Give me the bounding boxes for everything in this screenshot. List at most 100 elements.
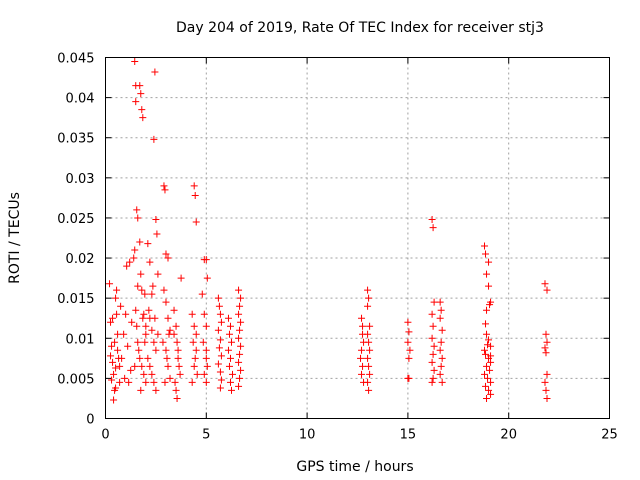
data-point bbox=[144, 354, 152, 362]
data-point bbox=[436, 298, 444, 306]
y-tick-label: 0.04 bbox=[66, 92, 95, 107]
chart-title: Day 204 of 2019, Rate Of TEC Index for r… bbox=[176, 20, 544, 36]
data-point bbox=[487, 358, 495, 366]
data-point bbox=[193, 370, 201, 378]
data-point bbox=[202, 346, 210, 354]
data-point bbox=[486, 366, 494, 374]
data-point bbox=[170, 306, 178, 314]
data-point bbox=[152, 216, 160, 224]
data-point bbox=[228, 338, 235, 346]
data-point bbox=[429, 350, 437, 358]
data-point bbox=[481, 242, 489, 250]
data-point bbox=[137, 270, 145, 278]
data-point bbox=[228, 386, 235, 394]
data-point bbox=[151, 68, 159, 76]
data-point bbox=[236, 326, 244, 334]
data-point bbox=[224, 346, 232, 354]
data-point bbox=[225, 330, 233, 338]
data-point bbox=[483, 362, 491, 370]
data-point bbox=[141, 338, 149, 346]
data-point bbox=[364, 330, 372, 338]
data-point bbox=[111, 338, 119, 346]
data-point bbox=[543, 394, 551, 402]
data-point bbox=[153, 230, 161, 238]
data-point bbox=[174, 346, 182, 354]
grid-lines bbox=[105, 57, 610, 419]
data-point bbox=[125, 378, 133, 386]
data-point bbox=[150, 135, 158, 143]
data-point bbox=[229, 370, 237, 378]
data-point bbox=[358, 346, 366, 354]
data-point bbox=[123, 262, 131, 270]
data-point bbox=[172, 386, 180, 394]
data-point bbox=[483, 270, 491, 278]
data-point bbox=[543, 286, 551, 294]
data-point bbox=[135, 346, 143, 354]
data-point bbox=[217, 318, 225, 326]
data-point bbox=[487, 342, 495, 350]
data-point bbox=[202, 354, 210, 362]
data-point bbox=[436, 370, 444, 378]
data-point bbox=[428, 378, 436, 386]
data-point bbox=[215, 344, 223, 352]
data-point bbox=[136, 82, 144, 90]
data-point bbox=[116, 362, 124, 370]
data-point bbox=[429, 374, 437, 382]
data-point bbox=[144, 240, 152, 248]
data-point bbox=[438, 378, 446, 386]
data-point bbox=[190, 182, 198, 190]
data-point bbox=[483, 394, 491, 402]
data-point bbox=[146, 362, 154, 370]
data-point bbox=[151, 314, 159, 322]
data-point bbox=[406, 346, 414, 354]
x-axis-label: GPS time / hours bbox=[296, 459, 413, 475]
data-point bbox=[366, 370, 374, 378]
data-point bbox=[236, 302, 244, 310]
data-point bbox=[164, 362, 172, 370]
data-point bbox=[154, 270, 162, 278]
data-point bbox=[140, 370, 148, 378]
y-axis-tick-labels: 0 0.005 0.01 0.015 0.02 0.025 0.03 0.035 0.04 0.0… bbox=[57, 52, 94, 428]
data-point bbox=[428, 216, 436, 224]
y-tick-label: 0.03 bbox=[66, 172, 95, 187]
data-point bbox=[484, 374, 492, 382]
data-point bbox=[236, 350, 244, 358]
x-tick-label: 5 bbox=[202, 428, 210, 443]
data-point bbox=[226, 378, 234, 386]
data-point bbox=[428, 310, 436, 318]
data-point bbox=[484, 341, 492, 349]
data-point bbox=[108, 376, 116, 384]
data-point bbox=[542, 349, 550, 357]
data-point bbox=[487, 378, 495, 386]
data-point bbox=[131, 362, 139, 370]
data-point bbox=[162, 346, 170, 354]
data-point bbox=[170, 330, 178, 338]
data-point bbox=[541, 378, 549, 386]
data-point bbox=[171, 378, 179, 386]
data-point bbox=[216, 368, 224, 376]
data-point bbox=[366, 322, 374, 330]
data-point bbox=[133, 322, 141, 330]
data-point bbox=[114, 346, 122, 354]
data-point bbox=[191, 191, 199, 199]
data-point bbox=[430, 298, 438, 306]
data-point bbox=[358, 314, 366, 322]
data-point bbox=[542, 330, 550, 338]
data-point bbox=[200, 370, 208, 378]
data-point bbox=[112, 384, 120, 392]
data-point bbox=[203, 362, 211, 370]
data-point bbox=[109, 314, 117, 322]
data-point bbox=[541, 344, 549, 352]
data-point bbox=[237, 294, 245, 302]
data-point bbox=[235, 310, 243, 318]
data-point bbox=[177, 274, 185, 282]
x-tick-label: 15 bbox=[400, 428, 417, 443]
y-axis-label: ROTI / TECUs bbox=[7, 192, 23, 284]
data-point bbox=[176, 370, 184, 378]
data-point bbox=[357, 354, 365, 362]
data-point bbox=[428, 334, 436, 342]
data-point bbox=[190, 322, 198, 330]
data-point bbox=[136, 354, 144, 362]
y-tick-label: 0 bbox=[86, 413, 94, 428]
data-point bbox=[145, 306, 153, 314]
